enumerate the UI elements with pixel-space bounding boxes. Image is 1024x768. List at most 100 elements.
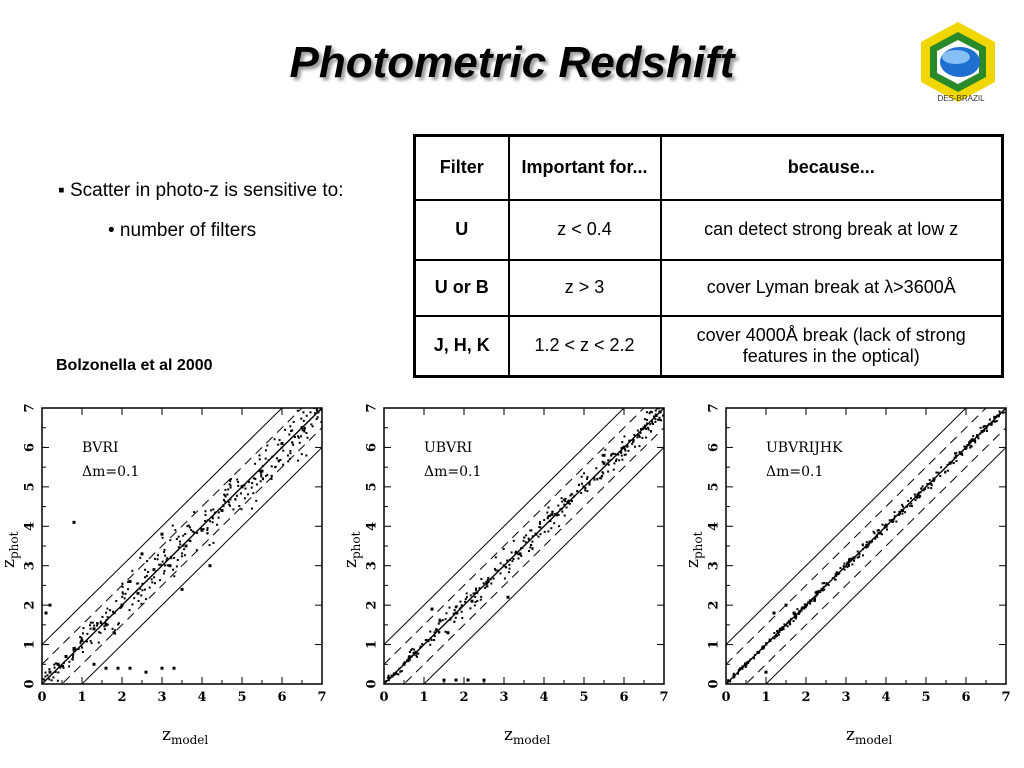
cloud-point <box>842 565 845 568</box>
cloud-point <box>176 558 179 561</box>
cloud-point <box>998 410 1001 413</box>
cloud-point <box>89 640 92 643</box>
cloud-point <box>453 609 456 612</box>
cloud-point <box>977 434 980 437</box>
cloud-point <box>82 627 85 630</box>
cloud-point <box>870 540 873 543</box>
cloud-point <box>244 487 247 490</box>
cloud-point <box>636 429 639 432</box>
cloud-point <box>217 516 220 519</box>
cloud-point <box>95 624 98 627</box>
cloud-point <box>400 670 403 673</box>
cloud-point <box>410 655 413 658</box>
cloud-point <box>657 418 660 421</box>
cloud-point <box>528 539 531 542</box>
scatter-plot-bvri: 0 1 2 3 4 5 6 7 0 1 2 3 4 5 6 7 zmodel zphot BVRI Δm=0.1 <box>0 403 327 747</box>
cloud-point <box>553 522 556 525</box>
cloud-point <box>511 560 514 563</box>
cloud-point <box>976 436 979 439</box>
x-tick-label: 0 <box>721 690 730 705</box>
cloud-point <box>969 439 972 442</box>
citation: Bolzonella et al 2000 <box>56 357 213 374</box>
cloud-point <box>85 640 88 643</box>
cloud-point <box>289 452 292 455</box>
cloud-point <box>200 527 203 530</box>
cloud-point <box>499 572 502 575</box>
cloud-point <box>403 661 406 664</box>
cloud-point <box>299 435 302 438</box>
y-tick-label: 6 <box>707 443 722 452</box>
cloud-point <box>747 661 750 664</box>
cloud-point <box>736 672 739 675</box>
cloud-point <box>809 600 812 603</box>
cloud-point <box>914 495 917 498</box>
cloud-point <box>910 505 913 508</box>
cloud-point <box>576 489 579 492</box>
cloud-point <box>865 543 868 546</box>
cloud-point <box>968 441 971 444</box>
cloud-point <box>226 493 229 496</box>
cloud-point <box>586 476 589 479</box>
data-point <box>280 441 284 445</box>
cloud-point <box>650 419 653 422</box>
cloud-point <box>600 475 603 478</box>
x-tick-label: 1 <box>419 690 428 705</box>
cloud-point <box>944 471 947 474</box>
cloud-point <box>955 452 958 455</box>
cloud-point <box>623 448 626 451</box>
cloud-point <box>522 539 525 542</box>
cloud-point <box>460 610 463 613</box>
data-point <box>792 611 796 615</box>
cloud-point <box>543 530 546 533</box>
data-point <box>602 461 606 465</box>
cloud-point <box>604 448 607 451</box>
cloud-point <box>815 591 818 594</box>
cloud-point <box>282 463 285 466</box>
cloud-point <box>206 526 209 529</box>
solid-reference-line <box>81 447 322 684</box>
cloud-point <box>782 628 785 631</box>
cloud-point <box>787 621 790 624</box>
annotation-text: Δm=0.1 <box>766 464 823 480</box>
cloud-point <box>474 596 477 599</box>
cloud-point <box>974 441 977 444</box>
data-point <box>486 579 490 583</box>
cloud-point <box>624 449 627 452</box>
cell-filter: J, H, K <box>413 314 510 378</box>
cloud-point <box>650 430 653 433</box>
cloud-point <box>555 513 558 516</box>
data-point <box>144 670 148 674</box>
cloud-point <box>204 513 207 516</box>
cloud-point <box>600 477 603 480</box>
cloud-point <box>289 449 292 452</box>
data-point <box>916 493 920 497</box>
cloud-point <box>563 514 566 517</box>
x-tick-label: 3 <box>157 690 166 705</box>
cloud-point <box>788 620 791 623</box>
cloud-point <box>106 616 109 619</box>
cloud-point <box>831 577 834 580</box>
y-tick-label: 5 <box>23 482 38 491</box>
cloud-point <box>607 459 610 462</box>
cloud-point <box>296 435 299 438</box>
cloud-point <box>89 627 92 630</box>
data-point <box>92 627 96 631</box>
cloud-point <box>928 479 931 482</box>
cloud-point <box>865 541 868 544</box>
cloud-point <box>454 605 457 608</box>
cloud-point <box>93 624 96 627</box>
cloud-point <box>248 481 251 484</box>
cloud-point <box>748 660 751 663</box>
data-point <box>172 666 176 670</box>
cloud-point <box>950 461 953 464</box>
cloud-point <box>206 532 209 535</box>
cloud-point <box>985 425 988 428</box>
cloud-point <box>993 415 996 418</box>
cloud-point <box>846 566 849 569</box>
y-tick-label: 1 <box>707 640 722 649</box>
data-point <box>168 564 172 568</box>
cloud-point <box>465 592 468 595</box>
data-point <box>602 453 606 457</box>
cloud-point <box>237 480 240 483</box>
cloud-point <box>79 636 82 639</box>
